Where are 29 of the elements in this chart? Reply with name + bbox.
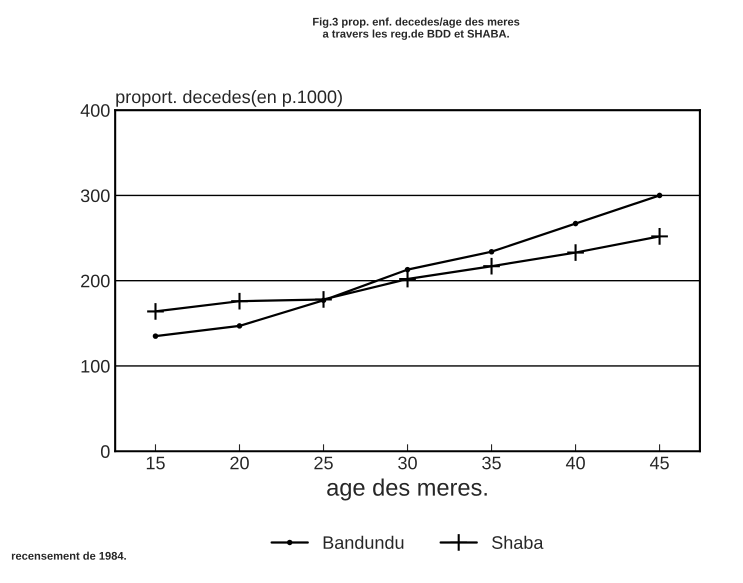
point [488, 248, 494, 255]
point [152, 333, 158, 339]
point [650, 227, 669, 246]
x-tick-label: 30 [398, 456, 417, 470]
x-tick-label: 45 [650, 456, 669, 470]
y-tick-label: 400 [80, 104, 110, 117]
legend-label: Bandundu [324, 536, 404, 549]
point [572, 220, 578, 226]
y-tick-label: 0 [100, 445, 110, 458]
point [314, 290, 333, 309]
y-tick-label: 200 [81, 274, 110, 288]
text: recensement de 1984. [12, 552, 126, 560]
point [656, 192, 662, 198]
x-axis-title: age des meres. [327, 478, 487, 500]
legend-label: Shaba [492, 536, 544, 549]
x-tick-label: 15 [146, 456, 165, 470]
y-tick-label: 300 [80, 189, 110, 202]
y-axis-title: proport. decedes(en p.1000) [116, 90, 342, 107]
point [230, 292, 249, 311]
y-tick-label: 100 [82, 360, 110, 373]
point [146, 302, 165, 321]
chart-title: Fig.3 prop. enf. decedes/age des meres a travers les reg.de BDD et SHABA. [313, 17, 520, 40]
x-tick-label: 35 [482, 456, 501, 470]
point [566, 243, 585, 262]
x-tick-label: 20 [230, 456, 249, 470]
x-tick-label: 25 [314, 456, 333, 470]
x-tick-label: 40 [566, 456, 585, 470]
point [482, 256, 501, 276]
point [236, 323, 242, 329]
